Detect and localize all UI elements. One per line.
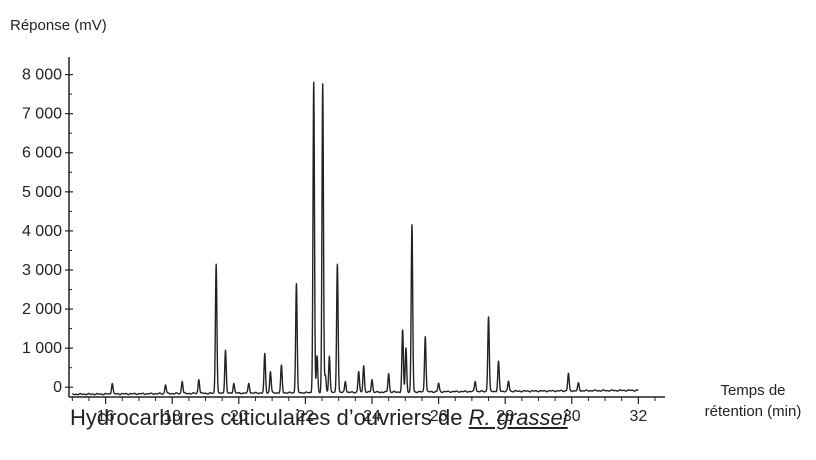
- y-tick-label: 3 000: [22, 262, 62, 279]
- peak-point: [388, 372, 390, 375]
- peak-point: [344, 380, 346, 382]
- x-tick-label: 28: [496, 408, 514, 425]
- trace-line: [71, 81, 639, 396]
- x-axis-title-line2: rétention (min): [705, 403, 802, 420]
- peak-point: [181, 380, 183, 382]
- peak-point: [295, 283, 298, 285]
- y-tick-label: 4 000: [22, 223, 62, 240]
- y-tick-label: 2 000: [22, 301, 62, 318]
- y-tick-label: 1 000: [22, 340, 62, 357]
- peak-point: [474, 380, 476, 382]
- peak-point: [233, 382, 235, 384]
- peak-point: [424, 335, 426, 338]
- peak-point: [322, 83, 324, 85]
- peak-point: [111, 382, 113, 384]
- x-axis-title-line1: Temps de: [720, 382, 785, 399]
- y-tick-label: 7 000: [22, 106, 62, 123]
- peak-point: [358, 370, 360, 373]
- peak-point: [363, 365, 365, 367]
- peak-point: [402, 329, 404, 332]
- peak-point: [437, 382, 440, 384]
- figure-caption: Hydrocarbures cuticulaires d’ouvriers de…: [70, 405, 568, 431]
- peak-point: [405, 347, 407, 349]
- x-tick-label: 20: [230, 408, 248, 425]
- x-tick-label: 22: [297, 408, 315, 425]
- x-axis: 16 18 20 22 24 26 28 30 32: [69, 396, 665, 425]
- peak-point: [248, 382, 250, 384]
- x-tick-label: 26: [430, 408, 448, 425]
- peak-point: [324, 374, 326, 377]
- peak-point: [313, 81, 315, 84]
- peak-point: [198, 378, 200, 381]
- y-tick-label: 8 000: [22, 67, 62, 84]
- peak-point: [336, 263, 338, 265]
- peak-point: [316, 355, 318, 357]
- peak-point: [164, 384, 167, 386]
- peak-point: [215, 263, 217, 265]
- x-tick-label: 16: [97, 408, 115, 425]
- y-tick-label: 5 000: [22, 184, 62, 201]
- x-tick-label: 30: [563, 408, 581, 425]
- caption-species: R. grassei: [468, 405, 568, 430]
- peak-point: [487, 316, 490, 318]
- peak-point: [224, 349, 227, 351]
- y-tick-label: 6 000: [22, 145, 62, 162]
- x-tick-label: 18: [163, 408, 181, 425]
- peak-point: [371, 378, 373, 381]
- peak-point: [328, 355, 330, 357]
- chromatogram-trace: [71, 81, 639, 396]
- x-tick-label: 24: [363, 408, 381, 425]
- peak-point: [280, 365, 283, 367]
- peak-point: [269, 370, 272, 373]
- y-tick-label: 0: [53, 379, 62, 396]
- peak-point: [507, 380, 510, 382]
- caption-text: Hydrocarbures cuticulaires d’ouvriers de: [70, 405, 469, 430]
- y-axis-title: Réponse (mV): [10, 17, 107, 34]
- peak-point: [264, 353, 266, 355]
- y-axis: 0 1 000 2 000 3 000 4 000 5 000 6 000 7 000 8 00…: [22, 57, 73, 397]
- peak-point: [411, 224, 413, 226]
- peak-point: [577, 382, 580, 384]
- peak-point: [567, 372, 570, 375]
- x-tick-label: 32: [629, 408, 647, 425]
- peak-point: [497, 361, 500, 363]
